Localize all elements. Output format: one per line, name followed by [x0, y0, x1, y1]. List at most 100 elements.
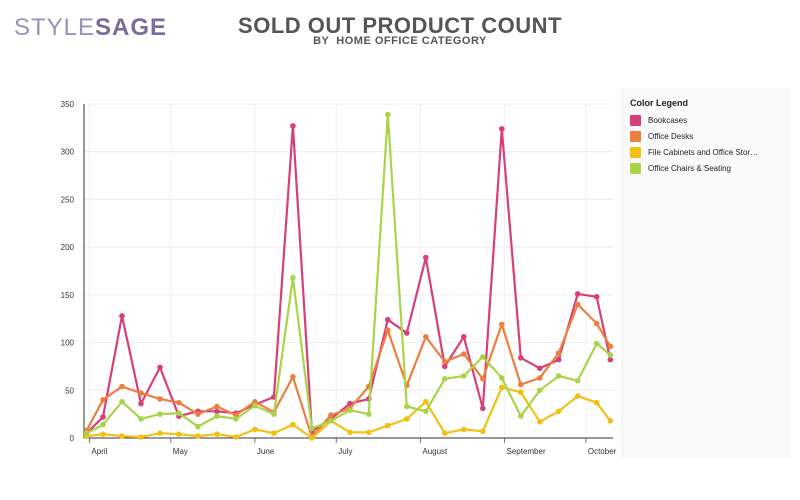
data-point: [537, 365, 543, 372]
data-point: [252, 402, 258, 409]
y-tick-label: 200: [61, 243, 75, 252]
data-point: [607, 352, 614, 358]
data-point: [461, 334, 467, 340]
data-point: [233, 416, 239, 422]
data-point: [461, 426, 467, 433]
legend-swatch: [630, 163, 641, 174]
x-tick-label: April: [91, 447, 107, 456]
data-point: [328, 412, 334, 418]
data-point: [119, 398, 125, 405]
brand-logo: STYLESAGE: [14, 14, 167, 42]
data-point: [537, 387, 543, 394]
data-point: [309, 435, 315, 441]
data-point: [100, 421, 106, 428]
data-point: [157, 411, 163, 417]
data-point: [385, 316, 391, 323]
brand-logo-part1: STYLE: [14, 14, 96, 41]
y-tick-label: 300: [61, 148, 75, 157]
data-point: [100, 414, 106, 420]
brand-logo-part2: SAGE: [95, 14, 168, 41]
data-point: [385, 111, 391, 118]
data-point: [423, 334, 429, 340]
data-point: [100, 431, 106, 438]
data-point: [574, 377, 581, 384]
data-point: [423, 398, 429, 405]
data-point: [574, 393, 581, 399]
data-point: [366, 429, 372, 436]
y-tick-label: 250: [61, 195, 75, 204]
data-point: [138, 400, 144, 407]
data-point: [404, 416, 410, 422]
data-point: [214, 431, 220, 438]
data-point: [480, 354, 486, 360]
data-point: [423, 408, 429, 415]
data-point: [442, 430, 448, 437]
data-point: [593, 294, 600, 300]
x-tick-label: August: [422, 447, 448, 456]
data-point: [499, 321, 505, 328]
data-point: [499, 375, 505, 381]
data-point: [442, 376, 448, 382]
data-point: [252, 426, 258, 433]
data-point: [83, 430, 90, 437]
data-point: [100, 397, 106, 403]
data-point: [347, 429, 353, 436]
x-tick-label: September: [506, 447, 545, 456]
data-point: [138, 416, 144, 422]
data-point: [385, 422, 391, 429]
data-point: [555, 356, 562, 363]
data-point: [138, 390, 144, 396]
x-tick-label: July: [338, 447, 352, 456]
data-point: [290, 123, 296, 129]
data-point: [328, 418, 334, 424]
y-tick-label: 100: [61, 339, 75, 348]
data-point: [233, 434, 239, 440]
data-point: [271, 411, 277, 417]
data-point: [176, 431, 182, 438]
data-point: [195, 433, 201, 439]
data-point: [347, 407, 353, 414]
y-tick-label: 50: [65, 386, 74, 395]
data-point: [593, 399, 600, 406]
data-point: [119, 313, 125, 319]
data-point: [555, 350, 562, 356]
legend-swatch: [630, 131, 641, 142]
data-point: [214, 413, 220, 419]
data-point: [214, 403, 220, 410]
data-point: [252, 398, 258, 405]
legend-panel: Color Legend Bookcases Office Desks File…: [622, 88, 791, 458]
data-point: [480, 405, 486, 412]
chart-title: SOLD OUT PRODUCT COUNT: [238, 13, 562, 38]
legend-label: File Cabinets and Office Stor…: [648, 148, 759, 157]
x-tick-label: October: [588, 447, 617, 456]
x-tick-label: June: [257, 447, 275, 456]
data-point: [518, 389, 524, 396]
data-point: [309, 425, 315, 432]
data-point: [271, 430, 277, 437]
data-point: [290, 421, 296, 428]
data-point: [461, 373, 467, 379]
data-point: [157, 364, 163, 371]
data-point: [537, 419, 543, 425]
data-point: [518, 381, 524, 388]
data-point: [214, 408, 220, 415]
data-point: [518, 413, 524, 419]
data-point: [119, 433, 125, 439]
data-point: [607, 418, 614, 424]
data-point: [499, 384, 505, 391]
data-point: [404, 330, 410, 336]
data-point: [347, 400, 353, 407]
series-line-0: [85, 124, 612, 434]
data-point: [195, 411, 201, 417]
data-point: [461, 351, 467, 357]
series-line-3: [86, 113, 612, 435]
data-point: [176, 399, 182, 406]
legend-label: Bookcases: [648, 116, 688, 125]
y-tick-label: 150: [61, 291, 75, 300]
y-tick-label: 0: [70, 434, 75, 443]
data-point: [290, 274, 296, 281]
data-point: [385, 327, 391, 334]
data-point: [195, 423, 201, 430]
data-point: [176, 410, 182, 417]
